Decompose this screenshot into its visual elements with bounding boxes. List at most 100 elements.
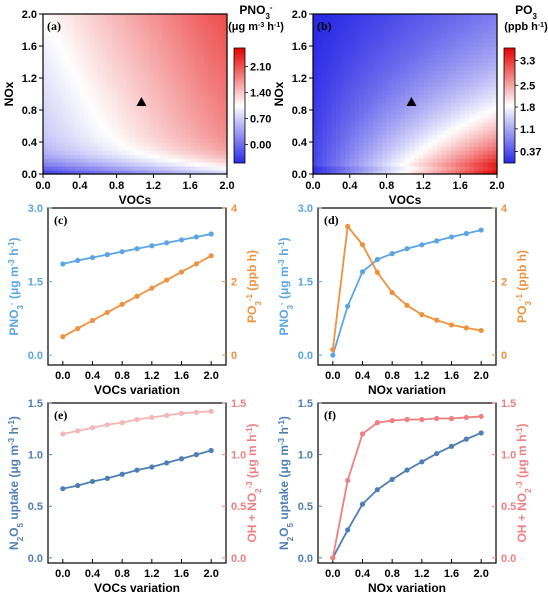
heatmap-cell — [359, 42, 365, 47]
heatmap-cell — [102, 14, 108, 19]
heatmap-cell — [185, 170, 191, 175]
heatmap-cell — [391, 154, 397, 159]
heatmap-cell — [322, 30, 328, 35]
heatmap-cell — [409, 62, 415, 67]
heatmap-cell — [391, 146, 397, 151]
heatmap-cell — [336, 82, 342, 87]
heatmap-cell — [93, 50, 99, 55]
heatmap-cell — [331, 78, 337, 83]
heatmap-cell — [47, 62, 53, 67]
heatmap-cell — [98, 98, 104, 103]
heatmap-cell — [372, 86, 378, 91]
heatmap-cell — [372, 142, 378, 147]
heatmap-cell — [190, 26, 196, 31]
heatmap-cell — [98, 22, 104, 27]
x-tick-label: 2.0 — [474, 568, 489, 580]
heatmap-cell — [349, 86, 355, 91]
heatmap-cell — [125, 102, 131, 107]
heatmap-cell — [56, 70, 62, 75]
heatmap-cell — [313, 38, 319, 43]
heatmap-cell — [130, 82, 136, 87]
heatmap-cell — [400, 66, 406, 71]
heatmap-cell — [185, 58, 191, 63]
heatmap-cell — [487, 126, 493, 131]
heatmap-cell — [79, 70, 85, 75]
heatmap-cell — [460, 134, 466, 139]
heatmap-cell — [446, 122, 452, 127]
heatmap-cell — [409, 154, 415, 159]
heatmap-cell — [441, 86, 447, 91]
heatmap-cell — [382, 82, 388, 87]
heatmap-cell — [455, 126, 461, 131]
heatmap-cell — [102, 150, 108, 155]
heatmap-cell — [336, 98, 342, 103]
heatmap-cell — [181, 90, 187, 95]
heatmap-cell — [199, 34, 205, 39]
heatmap-cell — [400, 54, 406, 59]
heatmap-cell — [93, 74, 99, 79]
heatmap-cell — [409, 142, 415, 147]
heatmap-cell — [75, 42, 81, 47]
heatmap-cell — [121, 66, 127, 71]
heatmap-cell — [455, 138, 461, 143]
heatmap-cell — [185, 94, 191, 99]
heatmap-cell — [47, 142, 53, 147]
heatmap-cell — [79, 138, 85, 143]
heatmap-cell — [423, 50, 429, 55]
left-tick-label: 1.5 — [28, 277, 43, 289]
heatmap-cell — [372, 34, 378, 39]
heatmap-cell — [61, 66, 67, 71]
heatmap-cell — [354, 42, 360, 47]
heatmap-cell — [395, 166, 401, 171]
heatmap-cell — [368, 54, 374, 59]
heatmap-cell — [391, 54, 397, 59]
heatmap-cell — [423, 98, 429, 103]
heatmap-cell — [451, 102, 457, 107]
x-tick-label: 1.2 — [144, 568, 159, 580]
heatmap-cell — [217, 146, 223, 151]
heatmap-cell — [93, 18, 99, 23]
heatmap-cell — [326, 90, 332, 95]
heatmap-cell — [405, 154, 411, 159]
x-tick-label: 0.0 — [325, 568, 340, 580]
heatmap-cell — [185, 42, 191, 47]
heatmap-cell — [437, 82, 443, 87]
heatmap-cell — [107, 30, 113, 35]
heatmap-cell — [130, 122, 136, 127]
heatmap-cell — [432, 30, 438, 35]
heatmap-cell — [70, 42, 76, 47]
heatmap-cell — [349, 74, 355, 79]
heatmap-cell — [464, 134, 470, 139]
heatmap-cell — [451, 142, 457, 147]
heatmap-cell — [345, 70, 351, 75]
heatmap-cell — [135, 82, 141, 87]
series-1-point — [75, 257, 81, 264]
heatmap-cell — [414, 170, 420, 175]
heatmap-cell — [130, 166, 136, 171]
heatmap-cell — [75, 66, 81, 71]
heatmap-cell — [130, 54, 136, 59]
heatmap-cell — [130, 26, 136, 31]
heatmap-cell — [84, 34, 90, 39]
heatmap-cell — [222, 154, 228, 159]
heatmap-cell — [354, 118, 360, 123]
heatmap-cell — [158, 42, 164, 47]
heatmap-cell — [190, 166, 196, 171]
heatmap-cell — [52, 34, 58, 39]
heatmap-cell — [153, 150, 159, 155]
heatmap-cell — [395, 74, 401, 79]
heatmap-cell — [354, 90, 360, 95]
heatmap-cell — [112, 82, 118, 87]
heatmap-cell — [478, 50, 484, 55]
heatmap-cell — [441, 46, 447, 51]
heatmap-cell — [386, 22, 392, 27]
heatmap-cell — [446, 14, 452, 19]
heatmap-cell — [474, 154, 480, 159]
heatmap-cell — [43, 58, 49, 63]
heatmap-cell — [331, 90, 337, 95]
heatmap-cell — [84, 94, 90, 99]
heatmap-cell — [487, 86, 493, 91]
heatmap-cell — [70, 118, 76, 123]
heatmap-cell — [43, 134, 49, 139]
